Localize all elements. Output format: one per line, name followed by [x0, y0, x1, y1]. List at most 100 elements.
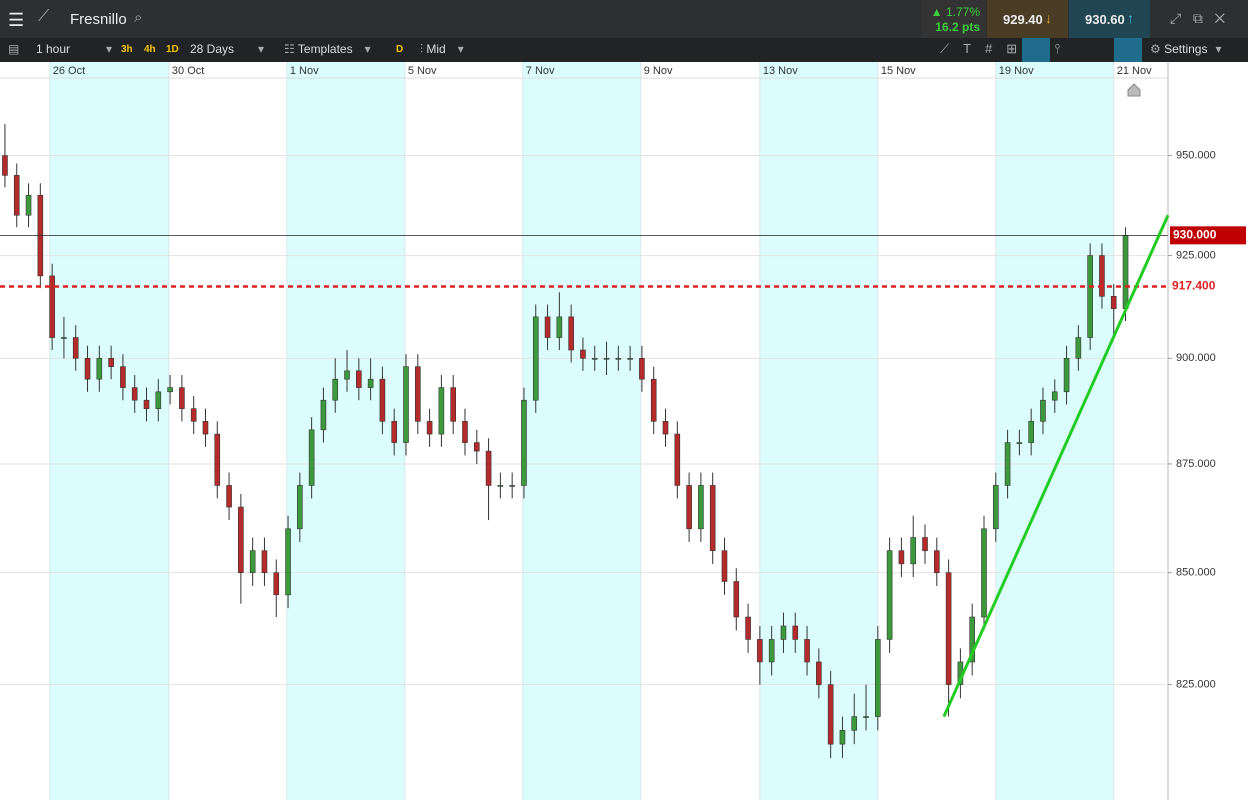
- chart: 26 Oct 30 Oct 1 Nov 5 Nov 7 Nov 9 Nov 13 Nov 15…: [0, 62, 1246, 800]
- change-pts: 16.2 pts: [935, 20, 980, 34]
- x-tick-label: 19 Nov: [999, 65, 1034, 77]
- candle-body: [379, 378, 386, 422]
- candle-body: [131, 387, 138, 401]
- sell-price: 929.40: [1003, 12, 1043, 27]
- candle-body: [226, 485, 232, 508]
- active-tool[interactable]: [1022, 38, 1050, 62]
- x-tick-label: 5 Nov: [408, 65, 437, 77]
- candle-body: [391, 421, 398, 443]
- candle-body: [780, 625, 787, 640]
- candle-body: [650, 378, 657, 422]
- candle-body: [108, 358, 114, 367]
- x-tick-label: 13 Nov: [763, 65, 798, 77]
- day-band: [522, 62, 641, 800]
- templates: Templates: [297, 42, 353, 56]
- y-tick-label: 850.000: [1176, 567, 1216, 579]
- candle-body: [556, 316, 563, 338]
- quick-interval[interactable]: 3h: [121, 44, 133, 55]
- candle-body: [662, 421, 669, 435]
- window-icons[interactable]: ⤢ ⧉ ✕: [1170, 10, 1226, 26]
- candle-body: [1099, 255, 1105, 297]
- price-tag-label: 930.000: [1173, 228, 1217, 242]
- level-tag: [1170, 278, 1220, 295]
- candle-body: [202, 421, 209, 435]
- candle-body: [733, 581, 740, 618]
- change-box: ▲ 1.77% 16.2 pts: [922, 0, 986, 38]
- candle-body: [473, 442, 480, 452]
- candle-body: [1110, 296, 1117, 309]
- top-bar: ☰ ⟋ Fresnillo ⌕ ▲ 1.77% 16.2 pts 929.40 …: [0, 0, 1248, 38]
- candle-body: [297, 485, 303, 530]
- change-pct-value: 1.77%: [945, 5, 980, 19]
- x-tick-label: 9 Nov: [644, 65, 673, 77]
- candle-body: [745, 616, 751, 640]
- candle-body: [84, 358, 91, 380]
- candle-body: [875, 639, 881, 717]
- candle-body: [674, 433, 681, 486]
- x-tick-label: 7 Nov: [526, 65, 555, 77]
- candle-body: [1040, 399, 1046, 422]
- candle-body: [96, 358, 103, 380]
- candle-body: [320, 399, 327, 431]
- candle-body: [120, 366, 126, 388]
- search-icon[interactable]: ⌕: [134, 9, 143, 26]
- list-icon[interactable]: ▤: [8, 42, 20, 56]
- day-band: [286, 62, 405, 800]
- candle-body: [945, 572, 952, 685]
- active-tool[interactable]: [1114, 38, 1142, 62]
- candle-body: [356, 370, 362, 388]
- candle-body: [898, 550, 905, 565]
- y-tick-label: 875.000: [1176, 458, 1216, 470]
- candle-body: [521, 399, 527, 486]
- candle-body: [155, 391, 162, 409]
- candle-body: [757, 639, 763, 663]
- candle-body: [308, 429, 315, 486]
- sell-arrow: ↓: [1045, 10, 1052, 26]
- candle-body: [403, 366, 409, 443]
- menu-icon[interactable]: ☰: [8, 10, 25, 30]
- candle-body: [61, 337, 67, 339]
- quick-interval[interactable]: 1D: [166, 44, 179, 55]
- settings-button[interactable]: ⚙ Settings ▾: [1150, 42, 1222, 56]
- chart-icon[interactable]: ⟋: [38, 8, 50, 25]
- instrument-name[interactable]: Fresnillo: [70, 11, 127, 28]
- price-type: Mid: [426, 42, 446, 56]
- candle-body: [851, 716, 858, 731]
- candle-body: [922, 537, 928, 551]
- drawing-tools[interactable]: ⟋T#⊞⧉⫯: [940, 41, 1075, 56]
- candle-body: [816, 661, 822, 685]
- change-pct: ▲ 1.77%: [930, 5, 980, 19]
- candle-body: [591, 358, 598, 360]
- quick-interval[interactable]: 4h: [144, 44, 156, 55]
- candle-body: [273, 572, 280, 596]
- interval: 1 hour: [36, 42, 71, 56]
- candle-body: [768, 639, 775, 663]
- x-tick-label: 1 Nov: [290, 65, 319, 77]
- candle-body: [426, 421, 433, 435]
- price-type-select[interactable]: ⫶ Mid ▾: [420, 42, 464, 56]
- templates-select[interactable]: ☷ Templates ▾: [284, 42, 371, 56]
- day-band: [995, 62, 1114, 800]
- candle-body: [627, 358, 633, 360]
- candle-body: [367, 378, 374, 388]
- buy-button[interactable]: 930.60 ↑: [1069, 0, 1150, 38]
- candle-body: [686, 485, 692, 530]
- d-button[interactable]: D: [396, 44, 404, 55]
- y-tick-label: 950.000: [1176, 149, 1216, 161]
- sell-button[interactable]: 929.40 ↓: [987, 0, 1068, 38]
- interval-select[interactable]: 1 hour ▾: [36, 42, 113, 56]
- settings: Settings: [1164, 42, 1208, 56]
- candle-body: [981, 528, 987, 618]
- candle-body: [603, 358, 610, 360]
- candle-body: [214, 433, 221, 486]
- candle-body: [415, 366, 421, 422]
- candle-body: [49, 275, 55, 338]
- x-tick-label: 26 Oct: [53, 65, 85, 77]
- candle-body: [485, 450, 492, 486]
- y-tick-label: 825.000: [1176, 679, 1216, 691]
- range-select[interactable]: 28 Days ▾: [190, 42, 265, 56]
- candle-body: [839, 730, 846, 745]
- candle-body: [2, 155, 8, 176]
- candle-body: [438, 387, 445, 435]
